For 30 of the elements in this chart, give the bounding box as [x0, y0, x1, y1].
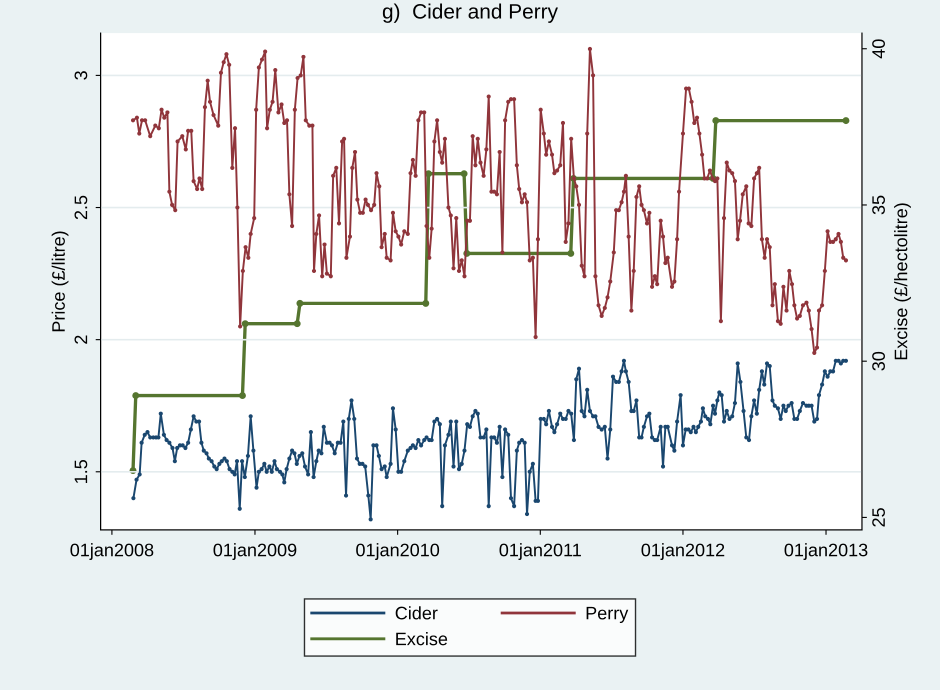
x-tick-label: 01jan2009: [214, 543, 296, 560]
legend-label: Perry: [586, 606, 628, 624]
y2-axis-title: Excise (£/hectolitre): [894, 203, 911, 360]
point: [242, 320, 249, 328]
x-tick-label: 01jan2011: [500, 543, 581, 560]
x-tick-label: 01jan2010: [356, 543, 440, 560]
chart-title: g) Cider and Perry: [382, 3, 558, 23]
y2-tick-label: 40: [872, 39, 885, 58]
point: [238, 392, 246, 400]
legend-label: Excise: [396, 632, 448, 646]
y-tick-label: 2: [74, 336, 88, 344]
y2-tick-label: 35: [872, 196, 885, 214]
point: [842, 117, 850, 124]
point: [567, 250, 574, 257]
y-tick-label: 3: [74, 71, 88, 80]
x-tick-label: 01jan2013: [784, 543, 868, 560]
y-tick-label: 2.5: [74, 196, 88, 220]
point: [294, 320, 301, 328]
y2-tick-label: 25: [872, 508, 885, 527]
y2-tick-label: 30: [872, 352, 885, 371]
y-tick-label: 1.5: [74, 460, 88, 483]
x-tick-label: 01jan2008: [70, 543, 154, 560]
point: [422, 300, 430, 307]
y-axis-title: Price (£/litre): [52, 231, 68, 332]
legend-label: Cider: [396, 606, 438, 620]
point: [132, 392, 140, 400]
x-tick-label: 01jan2012: [642, 543, 724, 560]
point: [296, 300, 304, 307]
point: [712, 117, 720, 124]
point: [460, 170, 468, 178]
